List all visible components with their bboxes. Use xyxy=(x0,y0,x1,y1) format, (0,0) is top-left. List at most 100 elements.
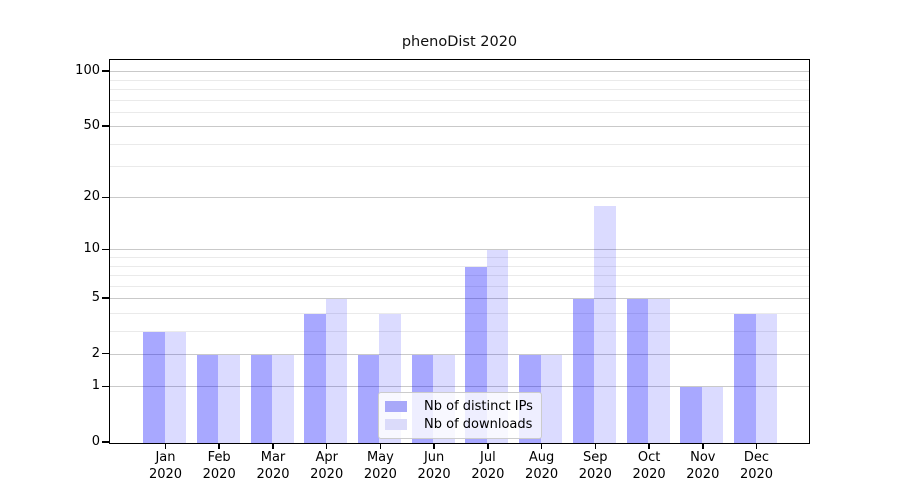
bar-feb-distinct-ips xyxy=(196,354,219,443)
y-tick-mark xyxy=(102,196,109,199)
x-tick-month: Feb xyxy=(207,450,231,465)
x-tick-month: Jul xyxy=(480,450,496,465)
x-tick-year: 2020 xyxy=(310,466,344,482)
minor-gridline xyxy=(110,111,809,113)
x-tick-mark xyxy=(164,444,167,449)
plot-area: Nb of distinct IPs Nb of downloads xyxy=(109,59,810,444)
x-tick-year: 2020 xyxy=(471,466,505,482)
x-tick-mark xyxy=(379,444,382,449)
x-tick-month: Jan xyxy=(155,450,176,465)
x-tick-year: 2020 xyxy=(202,466,236,482)
bar-sep-distinct-ips xyxy=(572,299,595,443)
bar-sep-downloads xyxy=(594,206,616,443)
major-gridline xyxy=(110,197,809,199)
x-tick-month: Sep xyxy=(583,450,608,465)
x-tick-mark xyxy=(325,444,328,449)
minor-gridline xyxy=(110,274,809,276)
x-tick-year: 2020 xyxy=(686,466,720,482)
major-gridline xyxy=(110,386,809,388)
minor-gridline xyxy=(110,143,809,145)
x-tick-mark xyxy=(487,444,489,449)
bar-oct-distinct-ips xyxy=(626,299,649,443)
x-tick-year: 2020 xyxy=(578,466,612,482)
y-tick-label: 0 xyxy=(91,434,100,449)
bar-oct-downloads xyxy=(648,299,670,443)
bar-mar-downloads xyxy=(272,354,294,443)
x-tick-label-jun: Jun 2020 xyxy=(402,450,466,483)
minor-gridline xyxy=(110,166,809,168)
legend-label-distinct-ips: Nb of distinct IPs xyxy=(424,399,533,414)
x-tick-label-jul: Jul 2020 xyxy=(456,450,520,483)
x-tick-month: Nov xyxy=(690,450,716,465)
x-tick-mark xyxy=(594,444,597,449)
legend-swatch-distinct-ips xyxy=(385,401,407,412)
y-tick-label: 100 xyxy=(75,63,100,79)
bar-jan-distinct-ips xyxy=(143,331,165,443)
y-tick-mark xyxy=(102,441,109,443)
bar-apr-distinct-ips xyxy=(304,313,326,443)
minor-gridline xyxy=(110,99,809,101)
major-gridline xyxy=(110,126,809,128)
x-tick-label-oct: Oct 2020 xyxy=(617,450,681,483)
y-tick-mark xyxy=(102,70,109,72)
x-tick-label-feb: Feb 2020 xyxy=(187,450,251,483)
x-tick-label-aug: Aug 2020 xyxy=(510,450,574,483)
x-tick-month: May xyxy=(366,450,394,465)
x-tick-mark xyxy=(755,444,758,449)
bar-aug-downloads xyxy=(540,354,563,443)
minor-gridline xyxy=(110,265,809,267)
x-tick-label-may: May 2020 xyxy=(348,450,412,483)
y-tick-mark xyxy=(102,248,109,251)
x-tick-month: Dec xyxy=(743,450,770,465)
bar-mar-distinct-ips xyxy=(250,354,272,443)
y-tick-label: 1 xyxy=(91,378,100,394)
legend-item-downloads: Nb of downloads xyxy=(385,417,535,432)
minor-gridline xyxy=(110,312,809,314)
x-tick-mark xyxy=(702,444,704,449)
x-tick-mark xyxy=(218,444,220,449)
minor-gridline xyxy=(110,257,809,258)
major-gridline xyxy=(110,249,809,251)
y-tick-mark xyxy=(102,125,109,127)
x-tick-year: 2020 xyxy=(525,466,559,482)
x-tick-mark xyxy=(648,444,650,449)
bar-feb-downloads xyxy=(218,354,240,443)
major-gridline xyxy=(110,71,809,73)
x-tick-year: 2020 xyxy=(632,466,666,482)
x-tick-mark xyxy=(433,444,435,449)
major-gridline xyxy=(110,353,809,355)
y-tick-label: 10 xyxy=(83,241,100,257)
legend: Nb of distinct IPs Nb of downloads xyxy=(378,392,542,439)
x-tick-month: Aug xyxy=(528,450,555,465)
x-tick-year: 2020 xyxy=(417,466,451,482)
y-tick-mark xyxy=(102,352,109,355)
minor-gridline xyxy=(110,285,809,287)
minor-gridline xyxy=(110,79,809,81)
bar-dec-downloads xyxy=(755,313,777,443)
x-tick-month: Mar xyxy=(260,450,286,465)
x-tick-mark xyxy=(272,444,274,449)
bar-jan-downloads xyxy=(164,331,186,443)
x-tick-label-sep: Sep 2020 xyxy=(563,450,627,483)
x-tick-month: Jun xyxy=(423,450,445,465)
y-tick-label: 50 xyxy=(83,118,100,134)
minor-gridline xyxy=(110,88,809,90)
x-tick-month: Oct xyxy=(637,450,661,465)
y-tick-mark xyxy=(102,297,109,299)
x-tick-year: 2020 xyxy=(148,466,183,482)
bar-nov-distinct-ips xyxy=(680,387,702,443)
x-tick-year: 2020 xyxy=(363,466,397,482)
major-gridline xyxy=(110,298,809,299)
bar-nov-downloads xyxy=(701,387,724,443)
bar-may-distinct-ips xyxy=(357,354,380,443)
legend-label-downloads: Nb of downloads xyxy=(424,417,533,432)
x-tick-mark xyxy=(540,444,543,449)
y-tick-label: 20 xyxy=(83,189,100,205)
y-tick-label: 5 xyxy=(91,290,100,305)
legend-item-distinct-ips: Nb of distinct IPs xyxy=(385,399,535,414)
legend-swatch-downloads xyxy=(385,419,407,430)
x-tick-year: 2020 xyxy=(739,466,774,482)
y-tick-label: 2 xyxy=(91,345,100,361)
bar-apr-downloads xyxy=(325,299,348,443)
